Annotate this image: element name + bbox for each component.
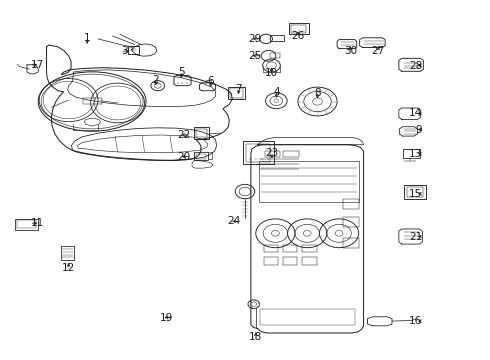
Bar [194,152,208,160]
Text: IO: IO [131,48,136,52]
Text: 7: 7 [235,84,242,94]
Bar [302,257,317,265]
Bar [343,217,359,227]
Bar [283,257,297,265]
Text: 1: 1 [84,33,91,43]
Bar [302,245,317,252]
Bar [196,154,206,159]
Bar [230,88,243,98]
Text: 30: 30 [344,46,357,56]
Bar [128,46,139,54]
Bar [228,87,245,99]
Text: 5: 5 [178,67,185,77]
Text: 10: 10 [265,68,278,78]
Text: 2: 2 [152,75,159,85]
Bar [407,187,423,197]
Bar [404,185,426,199]
Text: 27: 27 [371,46,385,56]
Text: 22: 22 [177,130,190,140]
Text: 26: 26 [291,31,305,41]
Bar [196,129,207,137]
Bar [403,149,420,158]
Text: 13: 13 [409,149,422,159]
Bar [343,199,359,209]
Bar [15,219,38,230]
Text: 8: 8 [314,88,321,98]
Text: 17: 17 [31,60,44,70]
Bar [283,151,299,157]
Bar [289,23,309,34]
Text: 16: 16 [409,316,422,326]
Bar [17,220,36,228]
Text: 20: 20 [177,152,190,162]
Text: 3: 3 [122,46,128,56]
Text: 24: 24 [227,216,240,226]
Text: 19: 19 [160,312,173,323]
Text: 28: 28 [409,60,422,71]
Text: 25: 25 [248,51,261,61]
Text: 29: 29 [248,34,261,44]
Text: 21: 21 [409,231,422,242]
Text: 6: 6 [207,76,214,86]
Text: 18: 18 [249,332,263,342]
Text: 4: 4 [273,87,280,97]
Text: 14: 14 [409,108,422,118]
Bar [283,245,297,252]
Bar [264,245,278,252]
Bar [243,141,274,164]
Text: 12: 12 [62,263,75,273]
Bar [264,257,278,265]
Bar [246,144,270,162]
Bar [265,151,280,157]
Bar [291,25,306,33]
Bar [259,161,359,202]
Text: 23: 23 [265,148,279,158]
Text: 9: 9 [416,125,422,135]
Bar [61,246,74,260]
Bar [343,238,359,248]
Bar [194,127,209,139]
Text: 11: 11 [31,218,44,228]
Text: 15: 15 [409,189,422,199]
Bar [270,35,284,41]
Bar [270,53,280,58]
Bar [260,309,355,325]
Bar [83,98,102,104]
